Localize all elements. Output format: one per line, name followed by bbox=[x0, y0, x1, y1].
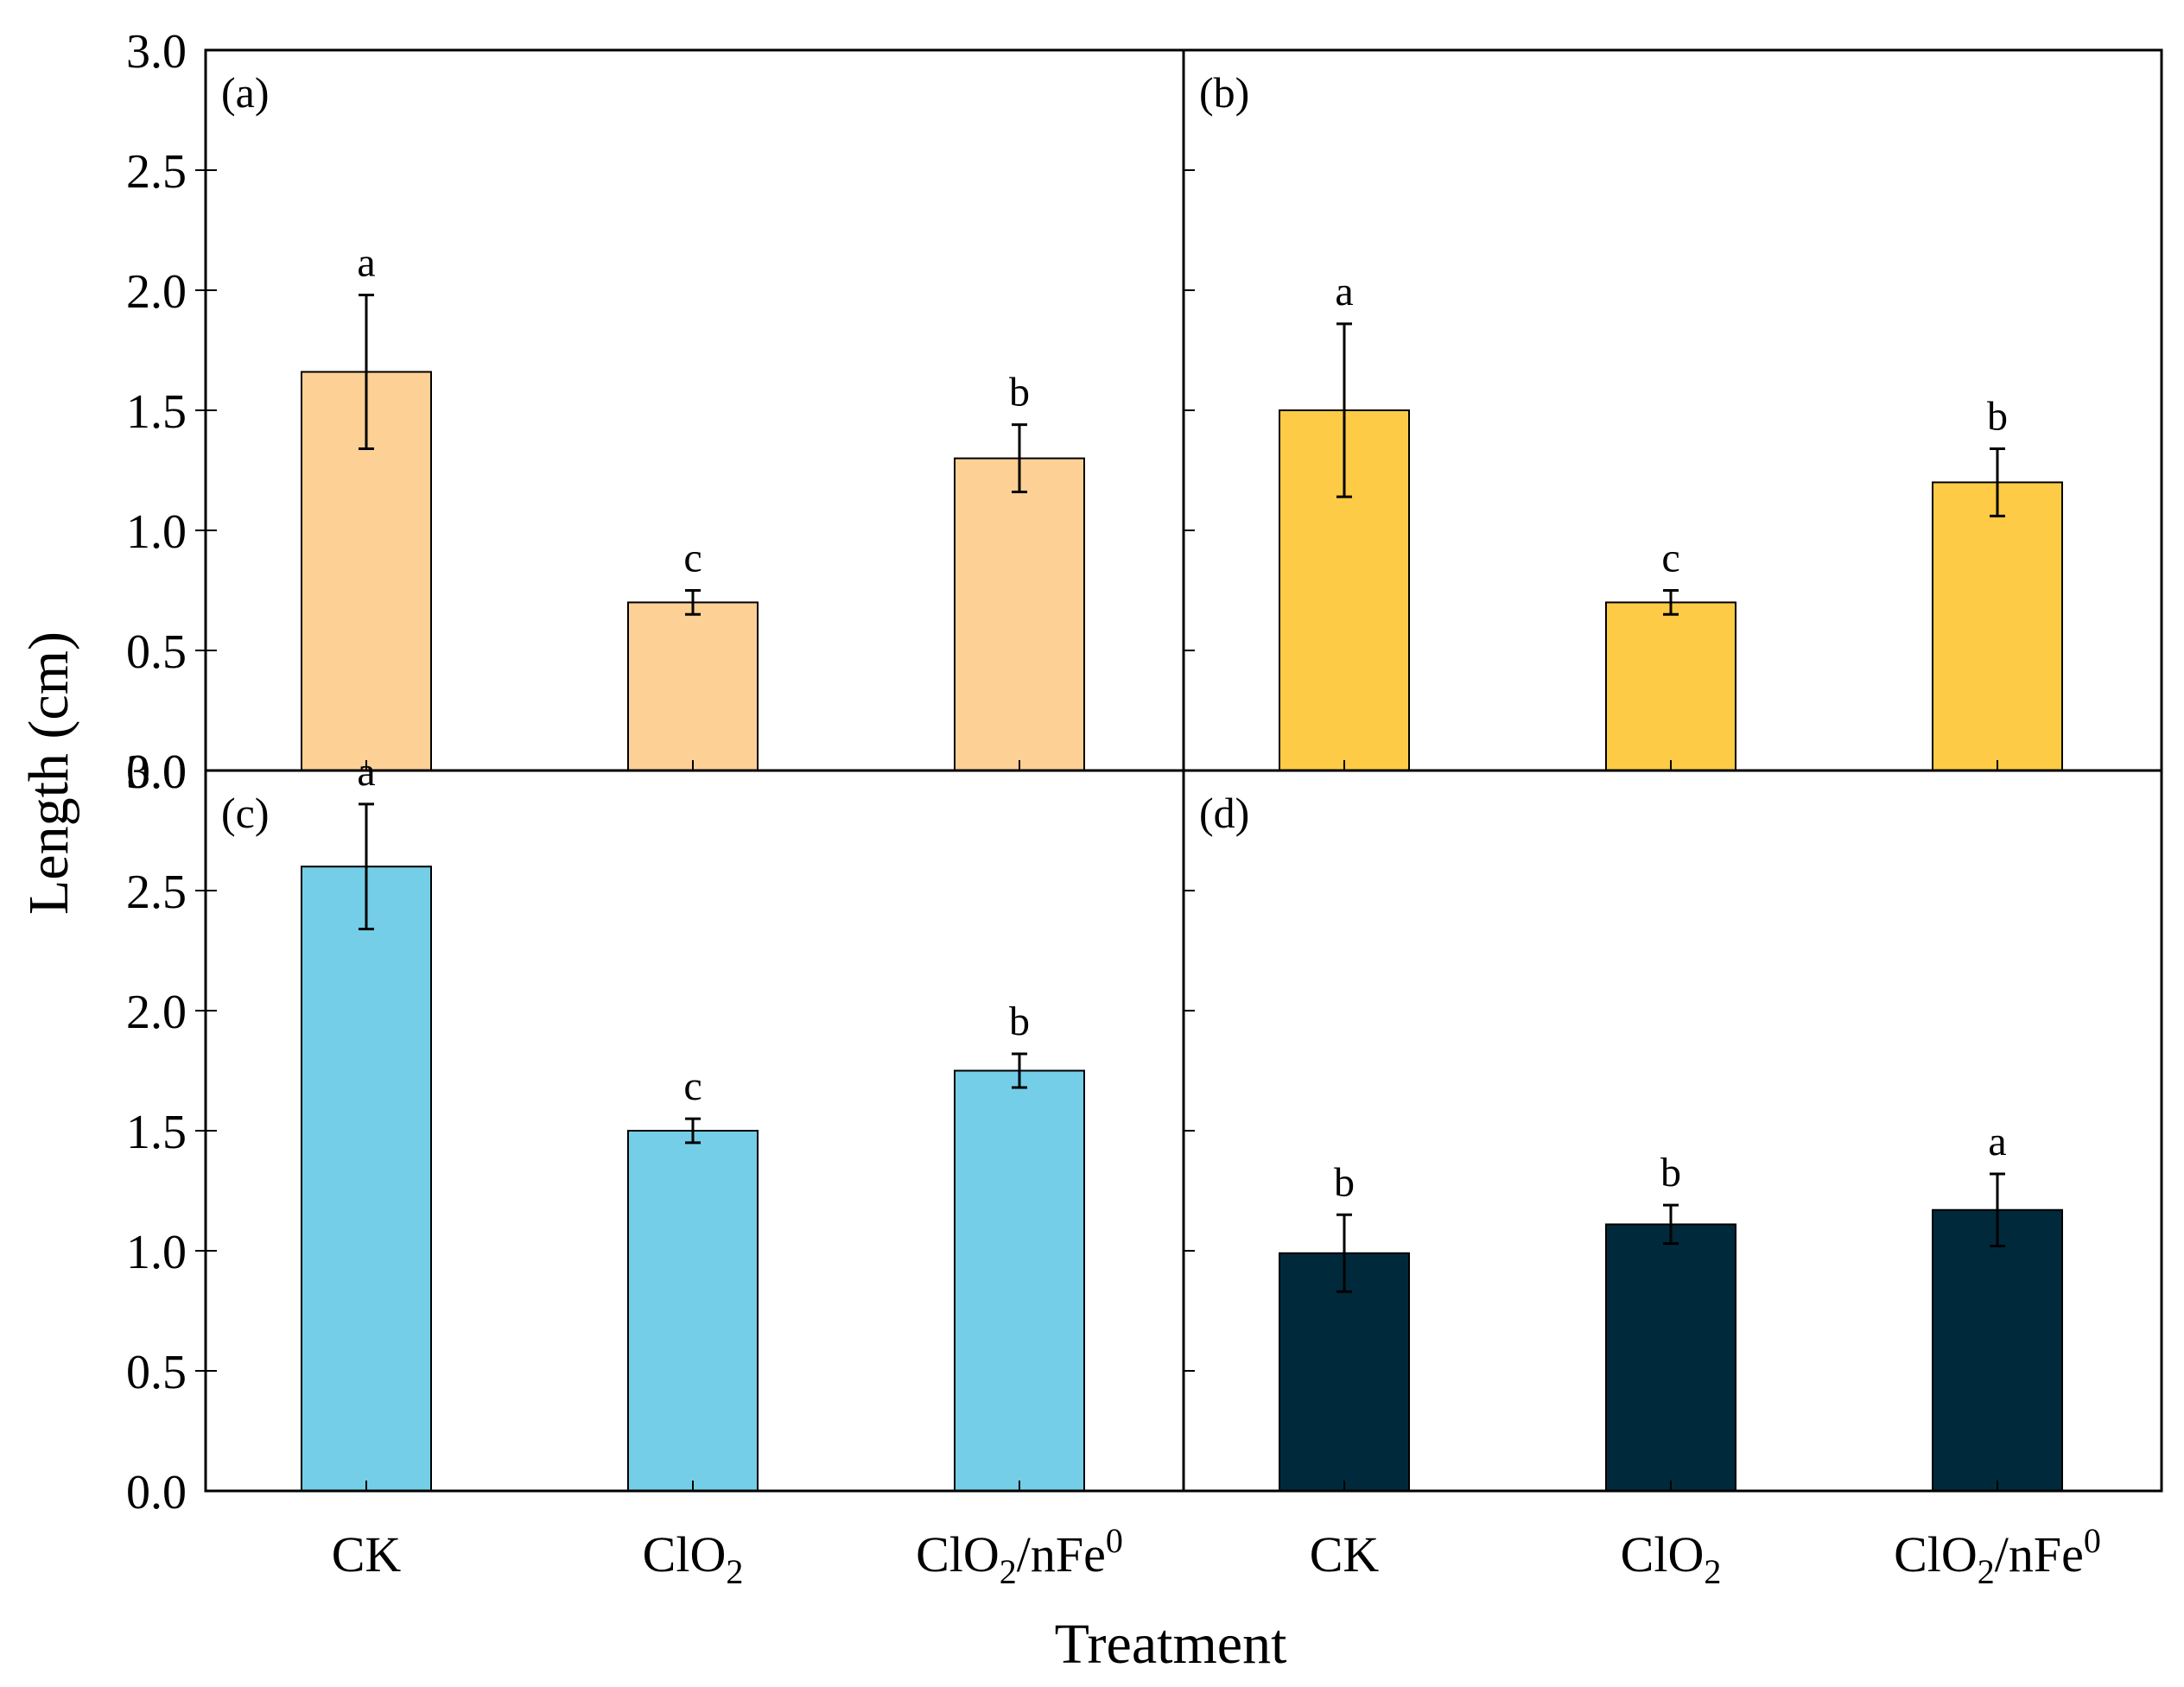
x-category-label: ClO2 bbox=[643, 1526, 744, 1591]
bar-ClO2 bbox=[1605, 601, 1736, 772]
x-category-label: ClO2/nFe0 bbox=[1894, 1521, 2101, 1591]
bar-CK bbox=[301, 866, 432, 1492]
bar-ClO2/nFe0 bbox=[954, 1069, 1085, 1492]
significance-letter: a bbox=[1988, 1119, 2006, 1164]
x-axis-title: Treatment bbox=[1055, 1613, 1287, 1676]
significance-letter: b bbox=[1009, 999, 1030, 1044]
x-category-label: ClO2 bbox=[1621, 1526, 1722, 1591]
panel-d: b b a (d) bbox=[1182, 769, 2163, 1493]
y-axis-title: Length (cm) bbox=[17, 631, 80, 915]
x-category-label: CK bbox=[1310, 1526, 1380, 1582]
y-tick-label: 2.0 bbox=[126, 986, 187, 1039]
bar-ClO2/nFe0 bbox=[954, 457, 1085, 771]
y-tick-label: 3.0 bbox=[126, 25, 187, 79]
panel-label: (c) bbox=[221, 789, 270, 837]
y-tick-label: 3.0 bbox=[126, 745, 187, 799]
x-category-label: ClO2/nFe0 bbox=[916, 1521, 1123, 1591]
significance-letter: c bbox=[1661, 536, 1679, 581]
y-tick-label: 0.5 bbox=[126, 625, 187, 679]
bar-ClO2 bbox=[1605, 1223, 1736, 1493]
bar-ClO2/nFe0 bbox=[1932, 1208, 2063, 1492]
bar-ClO2 bbox=[627, 1130, 759, 1492]
panel-a: a c b (a) bbox=[204, 48, 1185, 772]
significance-letter: b bbox=[1987, 393, 2008, 439]
y-tick-label: 2.0 bbox=[126, 265, 187, 319]
y-tick-label: 1.0 bbox=[126, 1226, 187, 1279]
panel-label: (d) bbox=[1199, 789, 1249, 837]
y-tick-label: 1.0 bbox=[126, 505, 187, 559]
y-tick-label: 0.5 bbox=[126, 1346, 187, 1399]
y-tick-label: 0.0 bbox=[126, 1466, 187, 1519]
y-tick-label: 0.0 bbox=[126, 745, 187, 799]
significance-letter: b bbox=[1660, 1150, 1681, 1195]
panel-c: acb(c) bbox=[204, 749, 1185, 1493]
significance-letter: c bbox=[683, 1063, 702, 1109]
y-tick-label: 1.5 bbox=[126, 385, 187, 439]
y-tick-label: 2.5 bbox=[126, 145, 187, 199]
significance-letter: c bbox=[683, 536, 702, 581]
panel-label: (b) bbox=[1199, 68, 1249, 117]
y-tick-label: 1.5 bbox=[126, 1106, 187, 1159]
significance-letter: b bbox=[1009, 370, 1030, 415]
y-tick-label: 2.5 bbox=[126, 866, 187, 919]
panel-b: a c b (b) bbox=[1182, 48, 2163, 772]
bar-ClO2 bbox=[627, 601, 759, 772]
x-category-label: CK bbox=[332, 1526, 402, 1582]
significance-letter: b bbox=[1334, 1159, 1355, 1205]
panel-frame bbox=[1182, 769, 2163, 1493]
bar-ClO2/nFe0 bbox=[1932, 481, 2063, 772]
significance-letter: a bbox=[1335, 269, 1353, 314]
panel-label: (a) bbox=[221, 68, 270, 117]
significance-letter: a bbox=[357, 240, 375, 286]
